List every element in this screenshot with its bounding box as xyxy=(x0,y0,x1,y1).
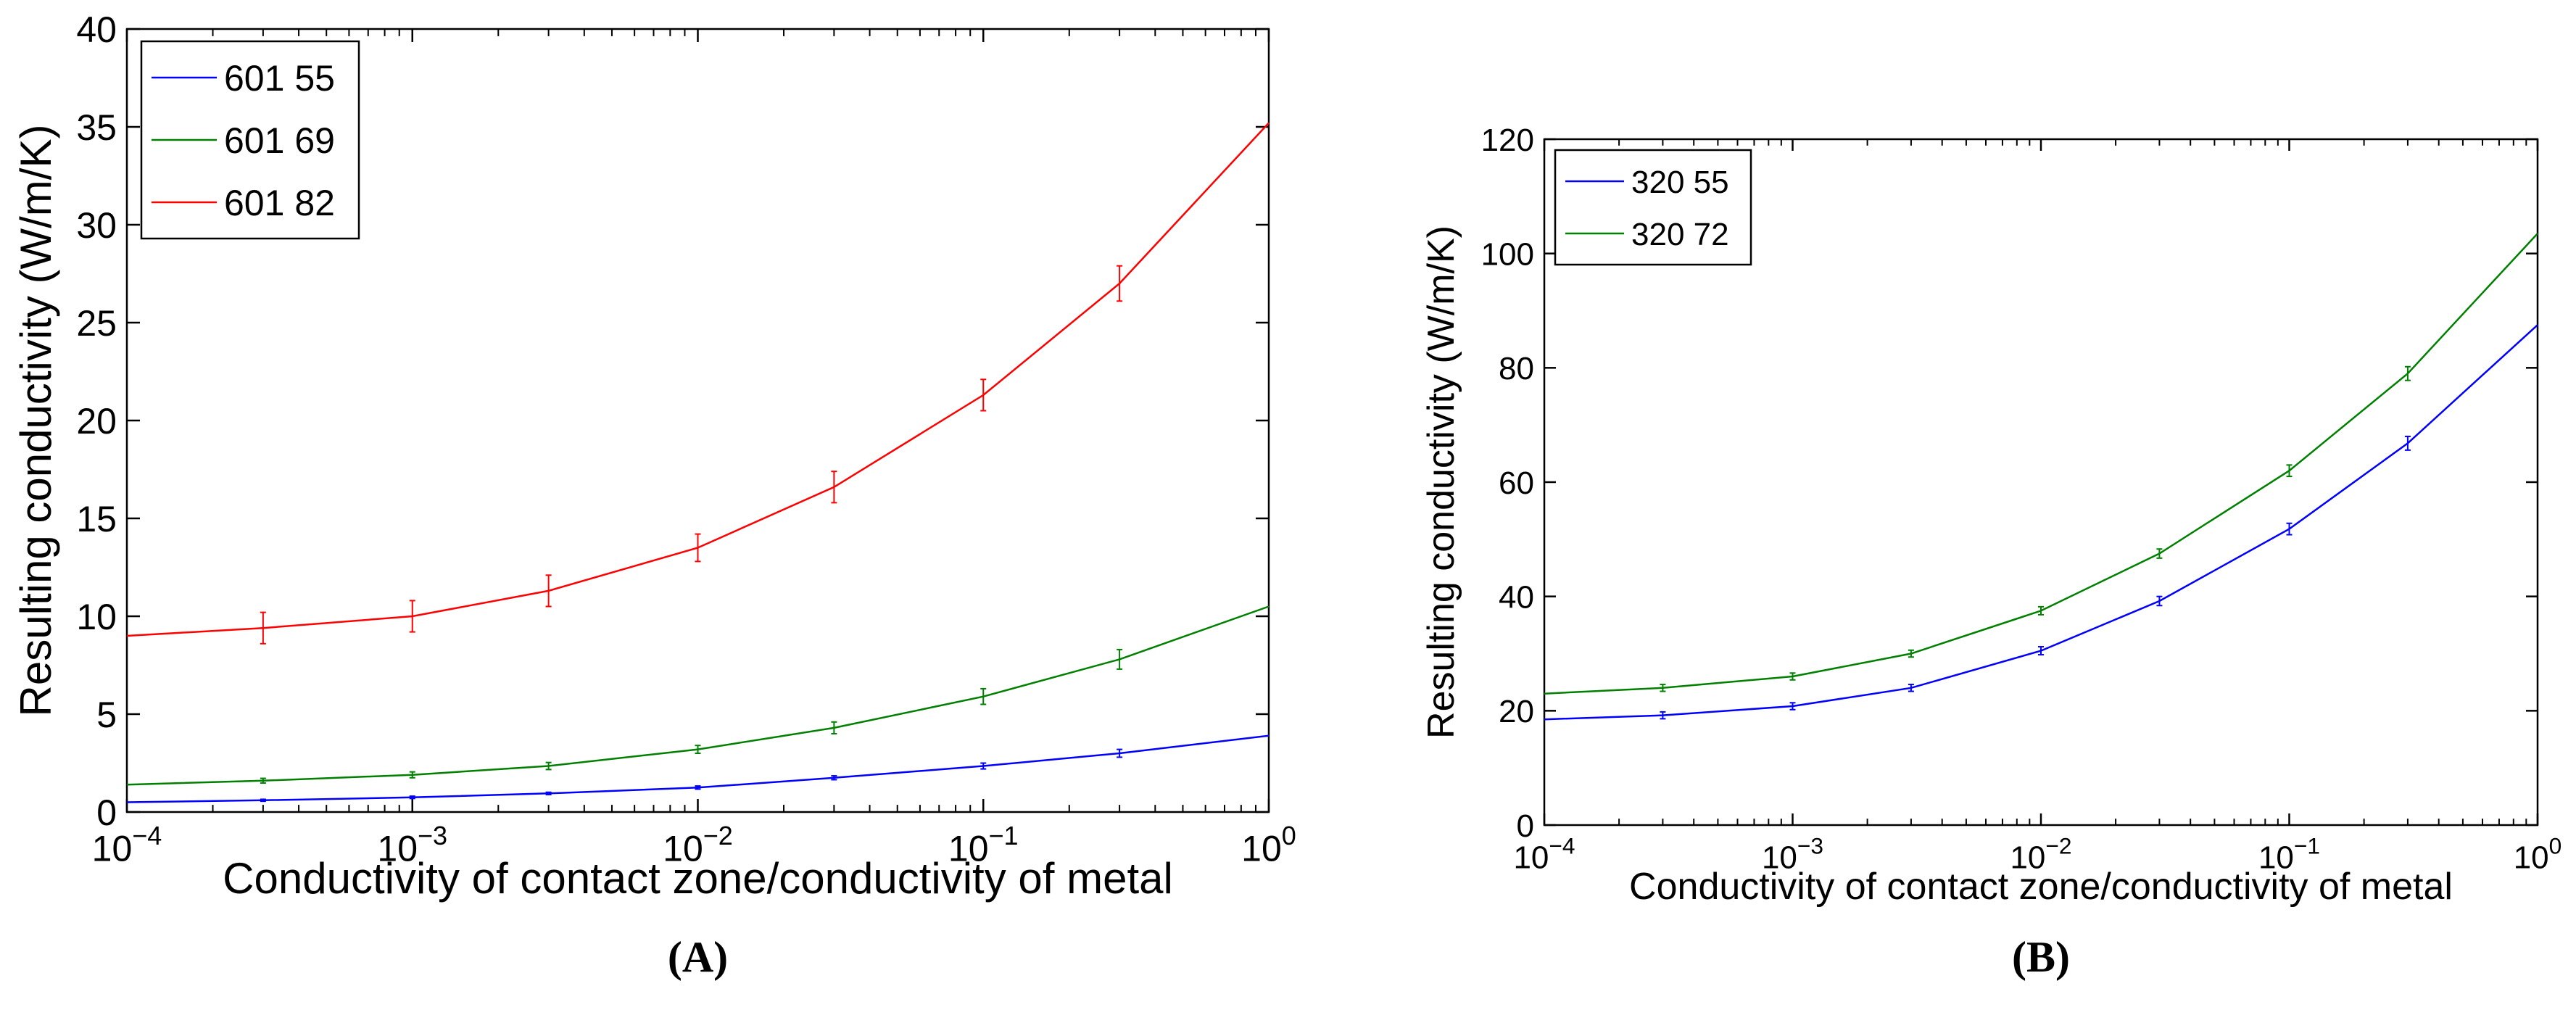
x-tick-label: 100 xyxy=(2514,833,2562,876)
y-tick-label: 30 xyxy=(76,205,117,246)
y-axis-title: Resulting conductivity (W/m/K) xyxy=(12,125,60,717)
y-tick-label: 25 xyxy=(76,303,117,344)
panel-label: (A) xyxy=(668,933,728,981)
legend-label: 320 72 xyxy=(1631,217,1729,252)
x-tick-label: 10−4 xyxy=(1513,833,1575,876)
legend-label: 601 82 xyxy=(224,183,335,223)
legend-box xyxy=(1554,149,1752,266)
y-tick-label: 10 xyxy=(76,597,117,637)
y-tick-label: 20 xyxy=(76,401,117,442)
x-tick-label: 10−3 xyxy=(377,821,447,869)
x-tick-label: 10−4 xyxy=(92,821,162,869)
y-tick-label: 80 xyxy=(1499,351,1534,386)
chart-panel-b: 0 20 40 60 80 100 120 10−4 10−3 10−2 10−1 100 320 55… xyxy=(1420,123,2561,981)
y-tick-label: 0 xyxy=(1517,808,1534,844)
x-tick-label: 10−1 xyxy=(2258,833,2320,876)
series-line xyxy=(126,605,1270,786)
x-tick-label: 10−2 xyxy=(663,821,733,869)
panel-label: (B) xyxy=(2012,933,2070,981)
x-tick-label: 10−2 xyxy=(2010,833,2071,876)
y-tick-label: 60 xyxy=(1499,465,1534,501)
x-axis-title: Conductivity of contact zone/conductivit… xyxy=(1629,866,2453,908)
x-tick-label: 100 xyxy=(1241,821,1296,869)
series-line xyxy=(1544,233,2538,695)
y-tick-label: 20 xyxy=(1499,694,1534,729)
y-axis-title: Resulting conductivity (W/m/K) xyxy=(1420,225,1462,739)
series-line xyxy=(1544,324,2538,721)
legend-label: 320 55 xyxy=(1631,165,1729,200)
legend-label: 601 69 xyxy=(224,120,335,161)
chart-panel-a: 0 5 10 15 20 25 30 35 40 10−4 10−3 10−2 10−1 100 601 5… xyxy=(12,9,1296,981)
legend-label: 601 55 xyxy=(224,58,335,99)
y-tick-label: 120 xyxy=(1481,123,1534,158)
y-tick-label: 0 xyxy=(96,792,117,833)
y-tick-label: 40 xyxy=(76,9,117,50)
y-tick-label: 5 xyxy=(96,695,117,735)
y-tick-label: 40 xyxy=(1499,580,1534,616)
x-axis-title: Conductivity of contact zone/conductivit… xyxy=(223,854,1173,903)
x-tick-label: 10−3 xyxy=(1762,833,1823,876)
y-tick-label: 15 xyxy=(76,499,117,539)
x-tick-label: 10−1 xyxy=(948,821,1019,869)
y-tick-label: 100 xyxy=(1481,237,1534,273)
y-tick-label: 35 xyxy=(76,107,117,148)
